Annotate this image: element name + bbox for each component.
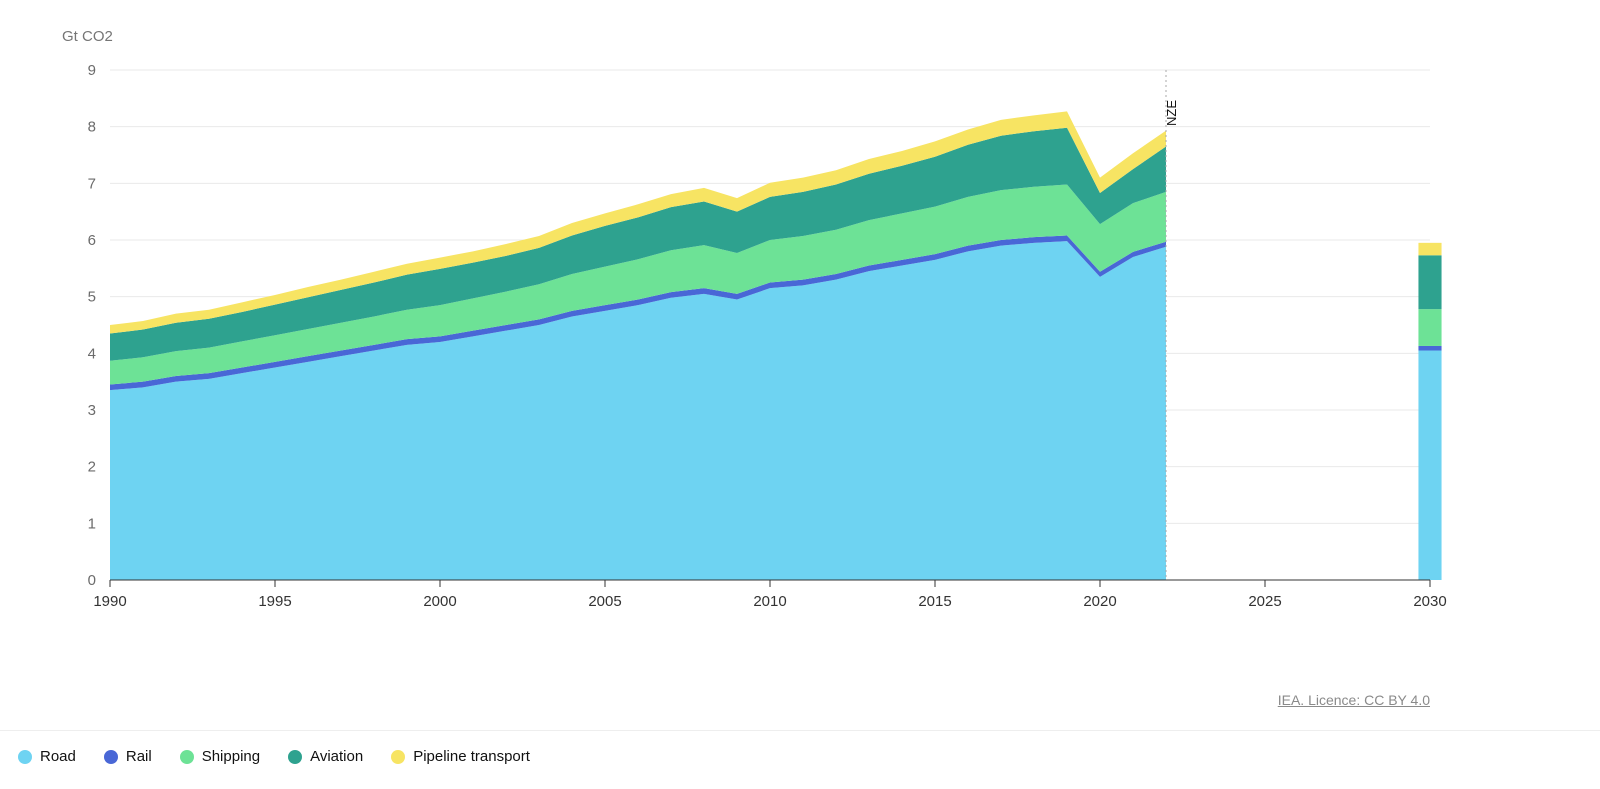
nze-bar-pipeline <box>1418 243 1441 255</box>
svg-text:2005: 2005 <box>588 593 621 610</box>
legend-item-aviation[interactable]: Aviation <box>288 748 363 765</box>
legend-item-rail[interactable]: Rail <box>104 748 152 765</box>
legend-swatch-rail <box>104 750 118 764</box>
legend-swatch-shipping <box>180 750 194 764</box>
svg-text:6: 6 <box>88 232 96 249</box>
legend-item-road[interactable]: Road <box>18 748 76 765</box>
svg-text:1: 1 <box>88 515 96 532</box>
svg-text:4: 4 <box>88 345 96 362</box>
svg-text:2025: 2025 <box>1248 593 1281 610</box>
legend-swatch-pipeline <box>391 750 405 764</box>
svg-text:2000: 2000 <box>423 593 456 610</box>
nze-bar-rail <box>1418 346 1441 351</box>
legend-label-road: Road <box>40 748 76 765</box>
legend-item-shipping[interactable]: Shipping <box>180 748 260 765</box>
svg-text:9: 9 <box>88 62 96 79</box>
legend-swatch-aviation <box>288 750 302 764</box>
nze-bar-road <box>1418 351 1441 581</box>
svg-text:8: 8 <box>88 119 96 136</box>
svg-text:2015: 2015 <box>918 593 951 610</box>
svg-text:3: 3 <box>88 402 96 419</box>
plot-area: 0 1 2 3 4 5 6 7 8 9 NZE 1990 1995 2000 2005 2010 2015 202… <box>60 60 1460 620</box>
svg-text:1995: 1995 <box>258 593 291 610</box>
chart-container: Gt CO2 0 1 2 3 4 5 6 7 8 9 NZE 1990 1995 2000 2005 2010… <box>0 0 1600 789</box>
svg-text:2030: 2030 <box>1413 593 1446 610</box>
svg-text:7: 7 <box>88 175 96 192</box>
legend-label-aviation: Aviation <box>310 748 363 765</box>
nze-label: NZE <box>1164 100 1179 126</box>
legend-separator <box>0 730 1600 731</box>
legend-item-pipeline[interactable]: Pipeline transport <box>391 748 530 765</box>
svg-text:2020: 2020 <box>1083 593 1116 610</box>
legend-label-rail: Rail <box>126 748 152 765</box>
legend: Road Rail Shipping Aviation Pipeline transpo… <box>18 748 530 765</box>
legend-label-shipping: Shipping <box>202 748 260 765</box>
svg-text:2: 2 <box>88 459 96 476</box>
legend-label-pipeline: Pipeline transport <box>413 748 530 765</box>
license-text[interactable]: IEA. Licence: CC BY 4.0 <box>1278 692 1430 708</box>
nze-bar-shipping <box>1418 309 1441 346</box>
svg-text:0: 0 <box>88 572 96 589</box>
svg-text:1990: 1990 <box>93 593 126 610</box>
nze-bar-aviation <box>1418 255 1441 309</box>
legend-swatch-road <box>18 750 32 764</box>
svg-text:2010: 2010 <box>753 593 786 610</box>
y-axis-title: Gt CO2 <box>62 28 113 45</box>
svg-text:5: 5 <box>88 289 96 306</box>
